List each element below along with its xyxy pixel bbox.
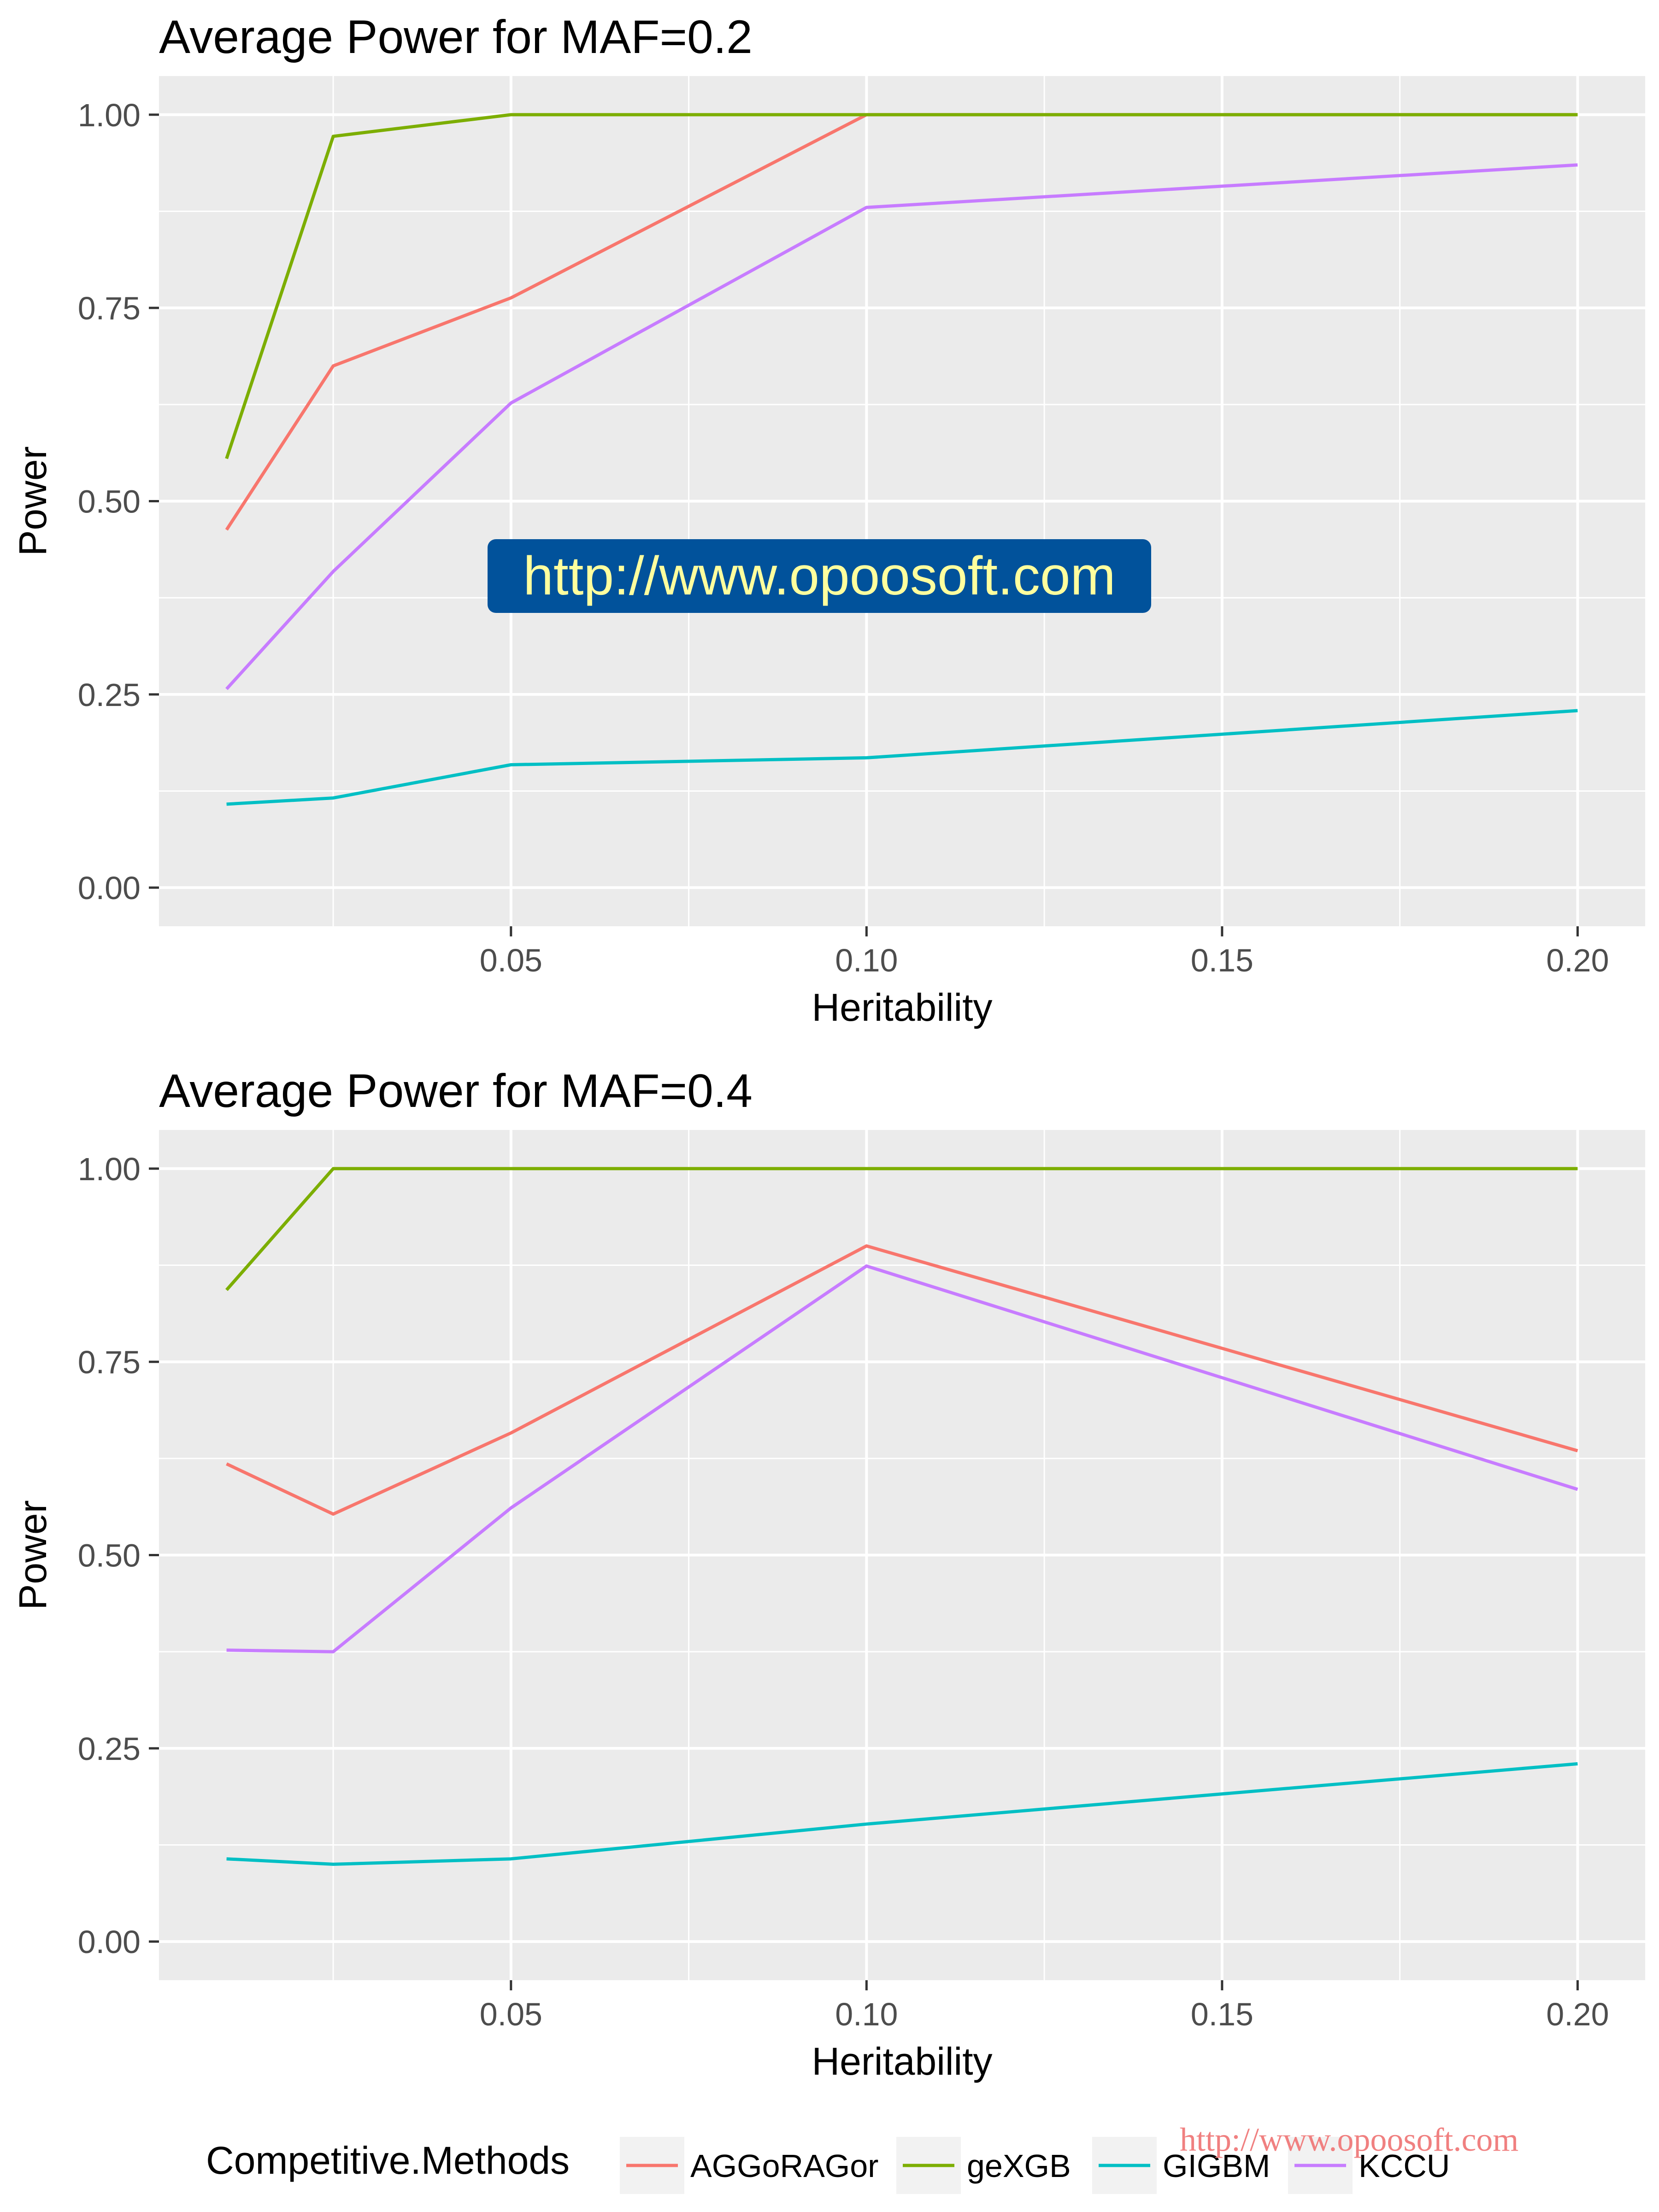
legend-entry-gexgb: geXGB (896, 2137, 1071, 2194)
y-axis-label: Power (11, 1500, 54, 1610)
chart-title: Average Power for MAF=0.4 (159, 1065, 753, 1117)
y-tick-label: 0.00 (78, 1924, 141, 1960)
y-tick-label: 0.50 (78, 484, 141, 520)
legend-entry-aggoragor: AGGoRAGor (620, 2137, 878, 2194)
series-line-kccu (226, 1264, 1578, 1653)
legend-label: geXGB (967, 2148, 1071, 2184)
x-tick-label: 0.10 (835, 1996, 898, 2032)
y-tick-label: 0.50 (78, 1538, 141, 1574)
legend-label: KCCU (1359, 2148, 1450, 2184)
y-tick-label: 0.00 (78, 870, 141, 906)
x-tick-label: 0.15 (1191, 1996, 1253, 2032)
legend-label: GIGBM (1163, 2148, 1270, 2184)
panel-1: Average Power for MAF=0.2 0.00 0.25 0.50 0.7… (11, 11, 1645, 1029)
watermark-stamp: http://www.opoosoft.com (488, 539, 1151, 613)
series-line-gexgb (225, 113, 1578, 459)
x-tick-label: 0.10 (835, 942, 898, 978)
legend-label: AGGoRAGor (690, 2148, 878, 2184)
y-tick-label: 0.25 (78, 1731, 141, 1767)
series-line-kccu (225, 163, 1578, 690)
x-axis-label: Heritability (812, 986, 992, 1029)
legend: Competitive.Methods AGGoRAGor geXGB GIGBM K… (206, 2137, 1450, 2194)
legend-title: Competitive.Methods (206, 2139, 570, 2182)
y-tick-label: 1.00 (78, 97, 141, 133)
series-line-gigbm (226, 1762, 1578, 1866)
y-tick-label: 0.25 (78, 677, 141, 713)
chart-title: Average Power for MAF=0.2 (159, 11, 753, 63)
series-line-aggoragor (226, 1244, 1578, 1516)
legend-entry-kccu: KCCU (1288, 2137, 1450, 2194)
footer-watermark: http://www.opoosoft.com (1180, 2121, 1519, 2158)
y-tick-label: 1.00 (78, 1151, 141, 1187)
y-axis-label: Power (11, 446, 54, 556)
series-line-gigbm (226, 709, 1578, 806)
panel-2: Average Power for MAF=0.4 0.00 0.25 0.50 0.7… (11, 1065, 1645, 2083)
y-tick-label: 0.75 (78, 1344, 141, 1380)
y-tick-label: 0.75 (78, 290, 141, 326)
x-tick-label: 0.05 (480, 1996, 542, 2032)
x-tick-label: 0.15 (1191, 942, 1253, 978)
x-tick-label: 0.20 (1546, 1996, 1609, 2032)
x-tick-label: 0.20 (1546, 942, 1609, 978)
series-line-gexgb (225, 1167, 1578, 1291)
x-tick-label: 0.05 (480, 942, 542, 978)
legend-entry-gigbm: GIGBM (1092, 2137, 1270, 2194)
x-axis-label: Heritability (812, 2040, 992, 2083)
